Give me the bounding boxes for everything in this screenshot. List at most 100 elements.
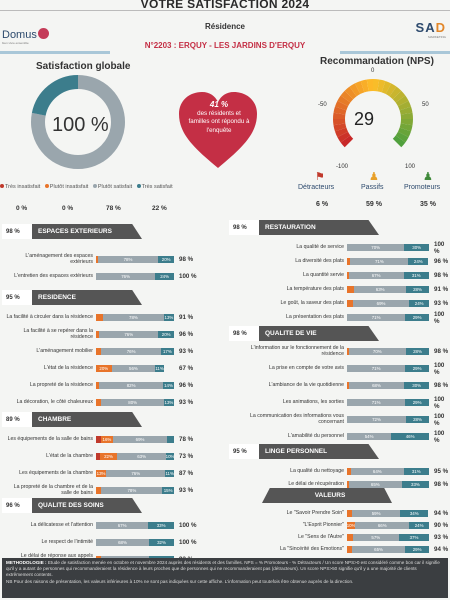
criterion-bar: 71% 29% <box>347 314 429 321</box>
criterion-label: L'état de la résidence <box>43 364 93 371</box>
criterion-label: L'information sur le fonctionnement de l… <box>250 344 344 357</box>
bar-segment: 28% <box>406 286 429 293</box>
nps-scale-min: -100 <box>336 164 349 170</box>
legend-label: Très satisfait <box>141 184 173 190</box>
gauge-arc-segment <box>389 86 402 100</box>
criterion-label: Les équipements de la chambre <box>19 469 93 476</box>
criterion-row: L'amabilité du personnel 54% 46% 100 % <box>229 430 450 444</box>
bar-segment: 67% <box>348 272 404 279</box>
bar-segment: 54% <box>347 433 392 440</box>
criterion-label: Le "Sens de l'Autre" <box>298 533 344 540</box>
legend-dot <box>136 184 141 188</box>
criterion-label: La propreté de la chambre et de la salle… <box>13 483 93 496</box>
legend-label: Plutôt satisfait <box>97 184 133 190</box>
criterion-label: Les animations, les sorties <box>282 398 344 405</box>
response-rate: 41 % <box>209 100 229 109</box>
gauge-arc-segment <box>333 123 347 132</box>
sad-name: SA <box>415 20 436 35</box>
sad-marketing-logo: SAD MARKETING <box>416 20 446 39</box>
bar-segment: 28% <box>406 348 429 355</box>
criterion-bar: 80% 13% <box>96 399 174 406</box>
panel-score: 98 % <box>229 220 259 235</box>
bar-segment: 24% <box>408 258 429 265</box>
bar-segment: 16% <box>100 436 114 443</box>
bar-segment: 14% <box>163 382 174 389</box>
gauge-arc-segment <box>399 123 413 132</box>
bar-segment: 70% <box>348 348 407 355</box>
criterion-pct: 96 % <box>179 382 194 389</box>
criterion-label: La délicatesse et l'attention <box>30 521 93 528</box>
criterion-row: L'ambiance de la vie quotidienne 68% 30% 98… <box>229 380 448 391</box>
criterion-pct: 78 % <box>179 436 194 443</box>
bar-segment <box>347 258 351 265</box>
criterion-bar: 59% 34% <box>347 510 429 517</box>
criterion-row: La décoration, le côté chaleureux 80% 13% 9… <box>2 397 193 408</box>
legend-dot <box>0 184 4 188</box>
criterion-pct: 100 % <box>434 361 445 376</box>
criterion-bar: 64% 31% <box>347 468 429 475</box>
title-divider <box>0 10 450 11</box>
bar-segment: 69% <box>113 436 167 443</box>
bar-segment <box>166 436 174 443</box>
bar-segment <box>96 314 104 321</box>
criterion-bar: 76% 17% <box>96 348 174 355</box>
bar-segment: 22% <box>99 453 118 460</box>
gauge-arc-segment <box>385 83 397 97</box>
legend-tres-satisfait: Très satisfait <box>136 184 173 190</box>
criterion-bar: 78% 20% <box>96 256 174 263</box>
criterion-pct: 90 % <box>434 522 449 529</box>
criterion-pct: 73 % <box>179 453 194 460</box>
criterion-pct: 93 % <box>179 487 194 494</box>
gauge-arc-segment <box>392 90 406 103</box>
bar-segment: 65% <box>351 546 406 553</box>
legend-dot <box>92 184 97 188</box>
criterion-pct: 93 % <box>434 534 449 541</box>
criterion-pct: 100 % <box>434 395 445 410</box>
bar-segment <box>96 399 102 406</box>
bar-segment <box>347 534 353 541</box>
criterion-pct: 94 % <box>434 510 449 517</box>
nps-title: Recommandation (NPS) <box>320 56 434 67</box>
gauge-arc-segment <box>334 127 349 138</box>
methodology-note: METHODOLOGIE : Etude de satisfaction men… <box>2 558 448 598</box>
criterion-bar: 65% 29% <box>347 546 429 553</box>
criterion-label: La "Sincérité des Emotions" <box>280 545 344 552</box>
criterion-row: La quantité servie 67% 31% 98 % <box>229 270 448 281</box>
bar-segment: 34% <box>400 510 429 517</box>
panel-name: CHAMBRE <box>38 416 72 423</box>
panel-score: 98 % <box>2 224 32 239</box>
bar-segment: 11% <box>165 470 174 477</box>
criterion-row: La température des plats 63% 28% 91 % <box>229 284 448 295</box>
criterion-label: L'entretien des espaces extérieurs <box>14 272 93 279</box>
bar-segment <box>96 487 102 494</box>
criterion-pct: 98 % <box>179 256 194 263</box>
criterion-bar: 10% 66% 24% <box>347 522 429 529</box>
bar-segment: 80% <box>101 399 164 406</box>
methodology-nb: NB Pour des raisons de présentation, les… <box>6 578 354 584</box>
criterion-row: La délicatesse et l'attention 67% 33% 100 % <box>2 520 197 531</box>
bar-segment <box>347 510 352 517</box>
bar-segment: 72% <box>347 416 407 423</box>
bar-segment: 78% <box>97 256 159 263</box>
criterion-bar: 72% 28% <box>347 416 429 423</box>
methodology-text: Etude de satisfaction menée en octobre e… <box>6 560 440 578</box>
criterion-bar: 67% 33% <box>96 522 174 529</box>
bar-segment: 24% <box>155 273 174 280</box>
bar-segment: 15% <box>162 487 174 494</box>
logo-subtitle: bien vivre ensemble <box>2 41 29 45</box>
panel-score: 95 % <box>229 444 259 459</box>
panel-title: 98 % RESTAURATION <box>229 220 379 235</box>
criterion-row: Les équipements de la salle de bains 16% 6… <box>2 434 193 445</box>
bar-segment: 65% <box>348 481 402 488</box>
criterion-pct: 100 % <box>434 240 445 255</box>
criterion-bar: 67% 31% <box>347 272 429 279</box>
passifs-pct: 59 % <box>366 201 382 208</box>
sad-accent: D <box>435 20 446 35</box>
bar-segment: 28% <box>406 416 429 423</box>
bar-segment: 32% <box>149 539 174 546</box>
legend-plutot-insatisfait: Plutôt insatisfait <box>44 184 88 190</box>
nps-scale-max: 100 <box>405 164 416 170</box>
bar-segment: 68% <box>96 539 150 546</box>
pct-plutot-insatisfait: 0 % <box>62 205 74 212</box>
bar-segment <box>347 382 349 389</box>
